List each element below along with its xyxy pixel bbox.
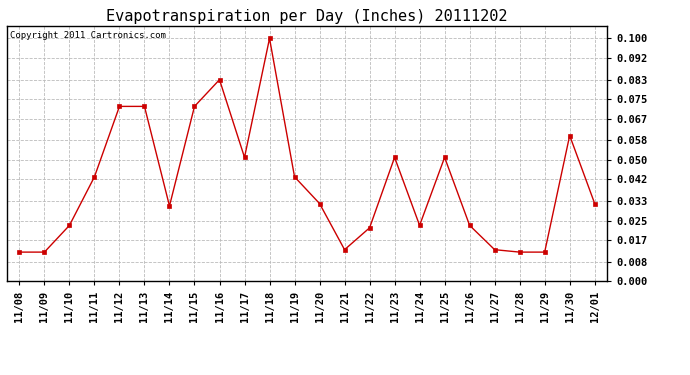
Title: Evapotranspiration per Day (Inches) 20111202: Evapotranspiration per Day (Inches) 2011… [106,9,508,24]
Text: Copyright 2011 Cartronics.com: Copyright 2011 Cartronics.com [10,32,166,40]
